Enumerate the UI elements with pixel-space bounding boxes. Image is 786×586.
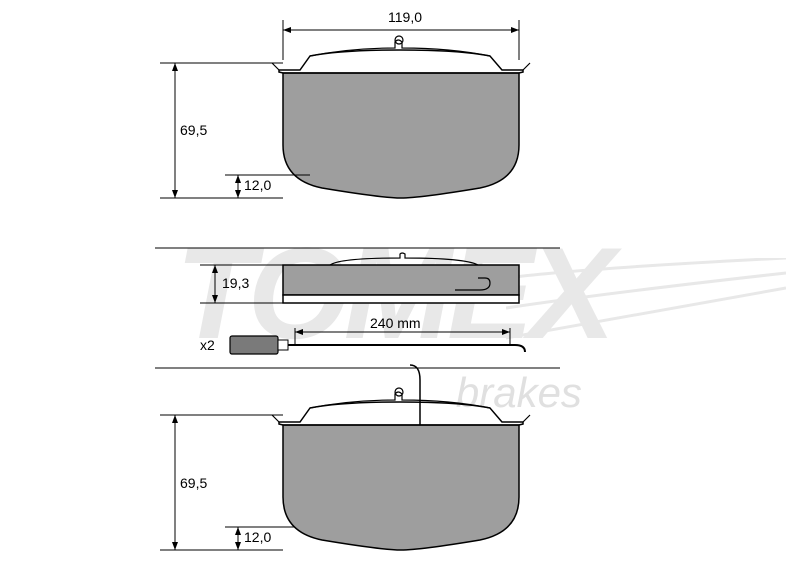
inner-height-label: 12,0 — [244, 177, 271, 193]
sensor-count-label: x2 — [200, 337, 215, 353]
height-dimension-label-2: 69,5 — [180, 475, 207, 491]
thickness-label: 19,3 — [222, 275, 249, 291]
inner-height-label-2: 12,0 — [244, 529, 271, 545]
sensor-wire-length-label: 240 mm — [370, 315, 421, 331]
watermark-lines — [506, 258, 786, 378]
height-dimension-label: 69,5 — [180, 122, 207, 138]
width-dimension-label: 119,0 — [388, 9, 422, 25]
